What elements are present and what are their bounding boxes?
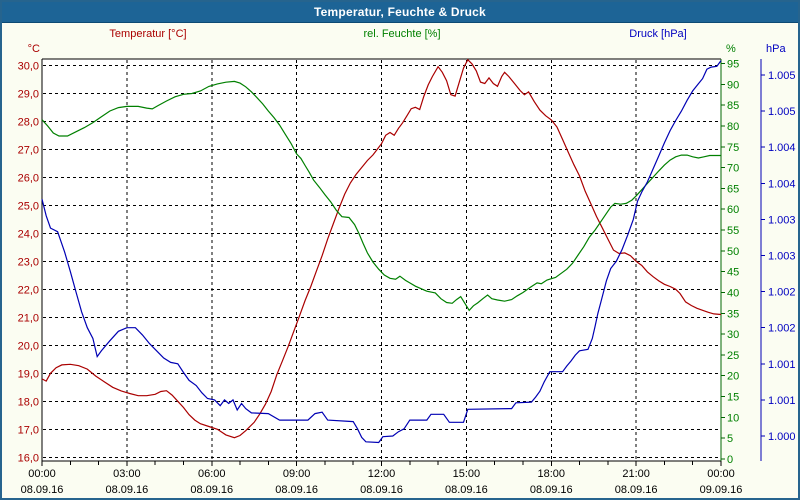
- svg-text:17,0: 17,0: [18, 424, 39, 436]
- svg-text:85: 85: [727, 100, 739, 112]
- temperature-axis-labels: 30,0 29,0 28,0 27,0 26,0 25,0 24,0 23,0 22,0 21,0…: [18, 60, 39, 464]
- temperature-line: [41, 58, 722, 439]
- svg-text:24,0: 24,0: [18, 228, 39, 240]
- svg-text:50: 50: [727, 246, 739, 258]
- svg-text:80: 80: [727, 121, 739, 133]
- svg-text:1.004: 1.004: [768, 142, 796, 154]
- svg-text:5: 5: [727, 433, 733, 445]
- svg-text:20: 20: [727, 371, 739, 383]
- svg-text:70: 70: [727, 163, 739, 175]
- pressure-axis: 1.005 1.005 1.004 1.004 1.003 1.003 1.002 1.002…: [760, 59, 796, 461]
- temperature-axis-unit: °C: [27, 43, 40, 55]
- svg-text:1.005: 1.005: [768, 70, 796, 82]
- svg-text:08.09.16: 08.09.16: [615, 484, 658, 496]
- window-title: Temperatur, Feuchte & Druck: [314, 5, 486, 19]
- svg-text:08.09.16: 08.09.16: [21, 484, 64, 496]
- svg-text:30,0: 30,0: [18, 60, 39, 72]
- legend-humidity-label: rel. Feuchte [%]: [363, 28, 441, 40]
- x-axis-labels: 00:00 08.09.16 03:00 08.09.16 06:00 08.09.16 0…: [21, 468, 743, 496]
- svg-text:06:00: 06:00: [198, 468, 226, 480]
- svg-text:27,0: 27,0: [18, 144, 39, 156]
- pressure-axis-unit: hPa: [766, 43, 786, 55]
- title-bar: Temperatur, Feuchte & Druck: [2, 2, 798, 23]
- svg-text:18:00: 18:00: [537, 468, 565, 480]
- svg-text:25: 25: [727, 350, 739, 362]
- svg-text:40: 40: [727, 287, 739, 299]
- svg-text:26,0: 26,0: [18, 172, 39, 184]
- svg-text:1.003: 1.003: [768, 251, 796, 263]
- svg-text:1.002: 1.002: [768, 323, 796, 335]
- svg-text:21:00: 21:00: [622, 468, 650, 480]
- svg-text:08.09.16: 08.09.16: [275, 484, 318, 496]
- svg-text:03:00: 03:00: [113, 468, 141, 480]
- svg-text:08.09.16: 08.09.16: [530, 484, 573, 496]
- svg-text:00:00: 00:00: [28, 468, 56, 480]
- legend-pressure-label: Druck [hPa]: [629, 28, 687, 40]
- x-axis-ticks: [41, 461, 722, 466]
- svg-text:21,0: 21,0: [18, 312, 39, 324]
- svg-text:23,0: 23,0: [18, 256, 39, 268]
- svg-text:90: 90: [727, 79, 739, 91]
- svg-text:12:00: 12:00: [368, 468, 396, 480]
- svg-text:1.005: 1.005: [768, 106, 796, 118]
- humidity-axis-unit: %: [726, 43, 736, 55]
- svg-text:25,0: 25,0: [18, 200, 39, 212]
- svg-text:1.004: 1.004: [768, 178, 796, 190]
- svg-text:1.001: 1.001: [768, 395, 796, 407]
- svg-text:09:00: 09:00: [283, 468, 311, 480]
- svg-text:18,0: 18,0: [18, 396, 39, 408]
- svg-text:22,0: 22,0: [18, 284, 39, 296]
- svg-text:29,0: 29,0: [18, 88, 39, 100]
- svg-text:16,0: 16,0: [18, 452, 39, 464]
- svg-text:08.09.16: 08.09.16: [360, 484, 403, 496]
- grid-lines: [43, 60, 720, 460]
- svg-text:00:00: 00:00: [707, 468, 735, 480]
- svg-text:60: 60: [727, 204, 739, 216]
- svg-text:28,0: 28,0: [18, 116, 39, 128]
- svg-text:30: 30: [727, 329, 739, 341]
- svg-text:65: 65: [727, 183, 739, 195]
- svg-text:1.003: 1.003: [768, 214, 796, 226]
- svg-text:35: 35: [727, 308, 739, 320]
- svg-text:1.000: 1.000: [768, 431, 796, 443]
- svg-text:09.09.16: 09.09.16: [700, 484, 743, 496]
- svg-text:55: 55: [727, 225, 739, 237]
- svg-text:1.002: 1.002: [768, 287, 796, 299]
- svg-text:75: 75: [727, 142, 739, 154]
- svg-text:20,0: 20,0: [18, 340, 39, 352]
- svg-text:08.09.16: 08.09.16: [445, 484, 488, 496]
- svg-text:0: 0: [727, 454, 733, 466]
- svg-text:45: 45: [727, 267, 739, 279]
- svg-text:19,0: 19,0: [18, 368, 39, 380]
- humidity-line: [41, 80, 721, 312]
- pressure-line: [41, 60, 722, 444]
- svg-text:08.09.16: 08.09.16: [105, 484, 148, 496]
- svg-text:08.09.16: 08.09.16: [190, 484, 233, 496]
- svg-text:15: 15: [727, 392, 739, 404]
- svg-text:10: 10: [727, 412, 739, 424]
- legend-temperature-label: Temperatur [°C]: [109, 28, 187, 40]
- svg-text:95: 95: [727, 59, 739, 71]
- svg-text:15:00: 15:00: [453, 468, 481, 480]
- svg-text:1.001: 1.001: [768, 359, 796, 371]
